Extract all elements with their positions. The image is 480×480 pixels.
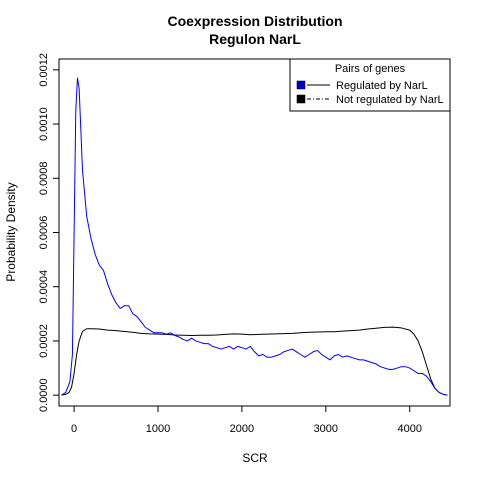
y-axis: 0.0000 0.0002 0.0004 0.0006 0.0008 0.0010 0.00… xyxy=(38,53,59,412)
chart-title-line-2: Regulon NarL xyxy=(209,31,301,47)
series-lines xyxy=(61,77,448,396)
x-axis-label: SCR xyxy=(242,451,268,465)
y-axis-label: Probability Density xyxy=(4,182,18,281)
x-tick-label: 2000 xyxy=(230,423,254,435)
legend-label-not-regulated: Not regulated by NarL xyxy=(336,94,444,106)
series-line-not-regulated xyxy=(61,326,448,396)
legend-title: Pairs of genes xyxy=(335,63,406,75)
series-line-regulated xyxy=(61,77,448,396)
y-tick-label: 0.0000 xyxy=(38,378,50,412)
y-tick-label: 0.0008 xyxy=(38,161,50,195)
legend-label-regulated: Regulated by NarL xyxy=(336,80,428,92)
x-tick-label: 4000 xyxy=(397,423,421,435)
legend: Pairs of genes Regulated by NarL Not reg… xyxy=(289,58,451,112)
y-tick-label: 0.0002 xyxy=(38,324,50,358)
y-tick-label: 0.0010 xyxy=(38,107,50,141)
y-tick-label: 0.0006 xyxy=(38,216,50,250)
y-tick-label: 0.0004 xyxy=(38,270,50,304)
x-tick-label: 0 xyxy=(71,423,77,435)
legend-swatch-not-regulated xyxy=(296,94,306,104)
y-tick-label: 0.0012 xyxy=(38,53,50,87)
x-axis: 0 1000 2000 3000 4000 xyxy=(71,406,422,435)
legend-swatch-regulated xyxy=(296,80,306,90)
x-tick-label: 3000 xyxy=(314,423,338,435)
x-tick-label: 1000 xyxy=(146,423,170,435)
chart-title-line-1: Coexpression Distribution xyxy=(167,13,342,29)
